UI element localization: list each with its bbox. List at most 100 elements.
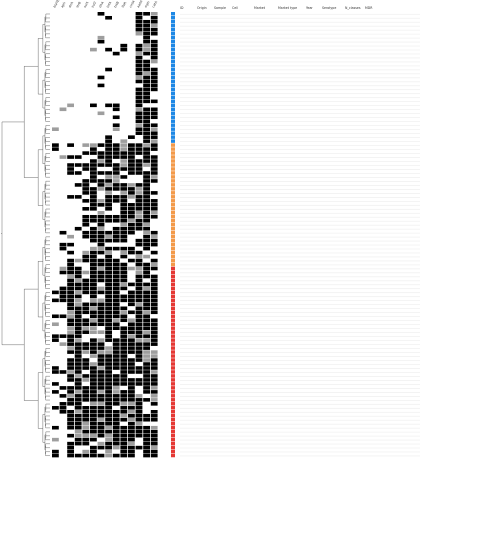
- heatmap-cell: [105, 374, 112, 378]
- heatmap-cell: [112, 218, 120, 223]
- cluster-swatch: [171, 43, 175, 48]
- heatmap-cell: [135, 183, 143, 187]
- heatmap-cell: [105, 350, 112, 354]
- heatmap-cell: [135, 242, 143, 247]
- cluster-swatch: [171, 445, 175, 450]
- heatmap-cell: [150, 238, 158, 243]
- heatmap-cell: [143, 123, 150, 128]
- heatmap-cell: [143, 413, 150, 418]
- heatmap-cell: [97, 274, 105, 279]
- heatmap-cell: [143, 211, 150, 215]
- heatmap-cell: [90, 254, 97, 259]
- heatmap-cell: [74, 282, 82, 287]
- heatmap-cell: [120, 362, 128, 366]
- heatmap-cell: [97, 171, 105, 175]
- heatmap-cell: [120, 147, 128, 151]
- heatmap-cell: [143, 127, 150, 131]
- heatmap-cell: [82, 441, 90, 446]
- heatmap-cell: [143, 306, 150, 311]
- heatmap-cell: [120, 330, 128, 334]
- heatmap-cell: [150, 390, 158, 394]
- heatmap-cell: [150, 402, 158, 406]
- heatmap-cell: [112, 326, 120, 330]
- heatmap-cell: [90, 453, 97, 458]
- cluster-swatch: [171, 338, 175, 342]
- heatmap-cell: [90, 278, 97, 283]
- cluster-swatch: [171, 39, 175, 44]
- dendrogram-branch: [45, 97, 50, 104]
- heatmap-cell: [120, 406, 128, 410]
- dendrogram-branch: [42, 358, 45, 387]
- dendrogram-branch: [45, 268, 50, 273]
- heatmap-cell: [143, 370, 150, 374]
- heatmap-cell: [135, 445, 143, 450]
- cluster-swatch: [171, 67, 175, 72]
- heatmap-cell: [52, 406, 59, 410]
- cluster-swatch: [171, 143, 175, 147]
- cluster-swatch: [171, 135, 175, 139]
- heatmap-cell: [112, 354, 120, 358]
- heatmap-cell: [150, 191, 158, 195]
- cluster-swatch: [171, 417, 175, 422]
- heatmap-cell: [128, 429, 135, 434]
- heatmap-cell: [135, 207, 143, 211]
- heatmap-cell: [112, 258, 120, 263]
- heatmap-cell: [128, 421, 135, 426]
- heatmap-cell: [90, 171, 97, 175]
- heatmap-cell: [74, 274, 82, 279]
- dendrogram-branch: [45, 81, 50, 86]
- heatmap-cell: [120, 163, 128, 167]
- heatmap-cell: [90, 350, 97, 354]
- heatmap-cell: [135, 330, 143, 334]
- heatmap-cell: [128, 410, 135, 414]
- gene-column-header: blaTEM: [52, 0, 61, 9]
- heatmap-cell: [150, 179, 158, 183]
- heatmap-cell: [67, 294, 74, 299]
- heatmap-cell: [143, 230, 150, 235]
- heatmap-cell: [90, 433, 97, 438]
- heatmap-cell: [59, 286, 67, 291]
- heatmap-cell: [143, 226, 150, 231]
- heatmap-cell: [90, 258, 97, 263]
- heatmap-cell: [112, 179, 120, 183]
- heatmap-cell: [143, 246, 150, 251]
- heatmap-cell: [90, 382, 97, 386]
- heatmap-cell: [128, 203, 135, 207]
- heatmap-cell: [150, 135, 158, 139]
- dendrogram-branch: [45, 415, 50, 421]
- heatmap-cell: [150, 350, 158, 354]
- heatmap-cell: [150, 453, 158, 458]
- heatmap-cell: [82, 362, 90, 366]
- heatmap-cell: [82, 417, 90, 422]
- heatmap-cell: [143, 179, 150, 183]
- heatmap-cell: [59, 290, 67, 295]
- cluster-swatch: [171, 111, 175, 115]
- heatmap-cell: [150, 207, 158, 211]
- heatmap-cell: [90, 159, 97, 163]
- cluster-swatch: [171, 171, 175, 175]
- heatmap-cell: [74, 183, 82, 187]
- heatmap-cell: [112, 302, 120, 307]
- heatmap-cell: [105, 449, 112, 454]
- heatmap-cell: [150, 59, 158, 64]
- heatmap-cell: [112, 107, 120, 112]
- heatmap-cell: [112, 262, 120, 267]
- heatmap-cell: [128, 330, 135, 334]
- heatmap-cell: [74, 302, 82, 307]
- heatmap-cell: [143, 203, 150, 207]
- heatmap-cell: [135, 187, 143, 191]
- cluster-swatch: [171, 35, 175, 40]
- heatmap-cell: [82, 183, 90, 187]
- heatmap-cell: [143, 51, 150, 56]
- heatmap-cell: [82, 258, 90, 263]
- heatmap-cell: [97, 298, 105, 303]
- heatmap-cell: [120, 449, 128, 454]
- heatmap-cell: [97, 425, 105, 430]
- heatmap-cell: [150, 47, 158, 52]
- gene-column-header: tetB: [113, 1, 120, 9]
- heatmap-cell: [97, 382, 105, 386]
- heatmap-cell: [105, 306, 112, 311]
- heatmap-cell: [82, 366, 90, 370]
- heatmap-cell: [128, 437, 135, 442]
